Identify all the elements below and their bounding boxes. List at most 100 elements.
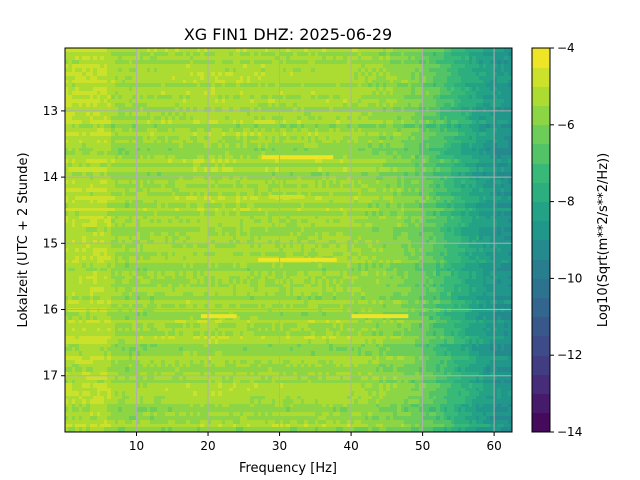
spectrogram-cell xyxy=(444,76,448,81)
spectrogram-cell xyxy=(508,184,512,188)
spectrogram-cell xyxy=(265,91,269,96)
spectrogram-cell xyxy=(315,72,319,77)
spectrogram-cell xyxy=(265,48,269,53)
spectrogram-cell xyxy=(72,95,76,100)
spectrogram-cell xyxy=(293,64,298,69)
spectrogram-cell xyxy=(247,87,251,92)
spectrogram-cell xyxy=(426,68,430,73)
spectrogram-cell xyxy=(154,99,158,104)
spectrogram-cell xyxy=(372,99,377,104)
spectrogram-cell xyxy=(250,103,255,108)
spectrogram-cell xyxy=(275,72,280,77)
spectrogram-cell xyxy=(494,52,498,57)
spectrogram-cell xyxy=(297,80,302,85)
spectrogram-cell xyxy=(193,48,198,53)
spectrogram-cell xyxy=(301,103,305,108)
spectrogram-cell xyxy=(444,80,448,85)
spectrogram-cell xyxy=(75,103,80,108)
spectrogram-cell xyxy=(358,72,362,77)
spectrogram-cell xyxy=(286,99,291,104)
spectrogram-cell xyxy=(125,64,130,69)
spectrogram-cell xyxy=(318,48,323,53)
spectrogram-cell xyxy=(401,99,405,104)
spectrogram-cell xyxy=(461,68,466,73)
spectrogram-cell xyxy=(393,99,398,104)
spectrogram-cell xyxy=(250,52,255,57)
spectrogram-cell xyxy=(179,52,184,57)
spectrogram-cell xyxy=(379,91,384,96)
spectrogram-cell xyxy=(93,76,98,81)
spectrogram-cell xyxy=(508,95,512,100)
spectrogram-cell xyxy=(261,68,266,73)
spectrogram-cell xyxy=(358,87,362,92)
spectrogram-cell xyxy=(258,80,262,85)
spectrogram-cell xyxy=(422,64,427,69)
spectrogram-cell xyxy=(458,52,462,57)
spectrogram-cell xyxy=(68,99,73,104)
spectrogram-cell xyxy=(90,87,94,92)
spectrogram-cell xyxy=(351,80,355,85)
spectrogram-cell xyxy=(272,99,276,104)
spectrogram-cell xyxy=(497,68,502,73)
spectrogram-cell xyxy=(132,103,137,108)
spectrogram-cell xyxy=(479,80,484,85)
spectrogram-cell xyxy=(340,56,344,61)
spectrogram-cell xyxy=(440,87,445,92)
spectrogram-cell xyxy=(404,83,409,88)
spectrogram-cell xyxy=(283,91,287,96)
spectrogram-cell xyxy=(279,64,284,69)
spectrogram-cell xyxy=(165,76,169,81)
spectrogram-cell xyxy=(190,95,194,100)
spectrogram-cell xyxy=(429,83,434,88)
spectrogram-cell xyxy=(79,95,83,100)
spectrogram-cell xyxy=(351,60,355,65)
spectrogram-cell xyxy=(65,83,69,88)
spectrogram-cell xyxy=(508,180,512,184)
spectrogram-cell xyxy=(68,72,73,77)
spectrogram-cell xyxy=(279,87,284,92)
spectrogram-cell xyxy=(129,103,133,108)
spectrogram-cell xyxy=(397,83,402,88)
spectrogram-cell xyxy=(86,99,91,104)
spectrogram-cell xyxy=(383,52,387,57)
spectrogram-cell xyxy=(261,87,266,92)
spectrogram-cell xyxy=(315,60,319,65)
spectrogram-cell xyxy=(129,76,133,81)
spectrogram-cell xyxy=(415,91,420,96)
spectrogram-cell xyxy=(136,103,141,108)
spectrogram-cell xyxy=(122,87,126,92)
spectrogram-cell xyxy=(315,99,319,104)
spectrogram-cell xyxy=(379,83,384,88)
spectrogram-cell xyxy=(318,103,323,108)
spectrogram-cell xyxy=(100,91,105,96)
spectrogram-cell xyxy=(315,91,319,96)
spectrogram-cell xyxy=(469,95,473,100)
spectrogram-cell xyxy=(250,68,255,73)
spectrogram-cell xyxy=(279,95,284,100)
spectrogram-cell xyxy=(157,60,162,65)
spectrogram-cell xyxy=(361,87,366,92)
spectrogram-cell xyxy=(104,52,108,57)
spectrogram-cell xyxy=(354,87,359,92)
spectrogram-cell xyxy=(168,83,173,88)
spectrogram-cell xyxy=(247,103,251,108)
spectrogram-cell xyxy=(365,72,369,77)
spectrogram-cell xyxy=(283,76,287,81)
spectrogram-cell xyxy=(476,52,480,57)
spectrogram-cell xyxy=(132,68,137,73)
spectrogram-cell xyxy=(401,87,405,92)
spectrogram-cell xyxy=(168,56,173,61)
spectrogram-cell xyxy=(197,87,201,92)
spectrogram-cell xyxy=(419,80,423,85)
spectrogram-cell xyxy=(215,103,219,108)
spectrogram-cell xyxy=(107,95,112,100)
spectrogram-cell xyxy=(272,56,276,61)
spectrogram-cell xyxy=(290,83,294,88)
spectrogram-cell xyxy=(308,91,312,96)
spectrogram-cell xyxy=(275,68,280,73)
spectrogram-cell xyxy=(404,80,409,85)
spectrogram-cell xyxy=(143,56,148,61)
spectrogram-cell xyxy=(486,68,491,73)
spectrogram-cell xyxy=(100,80,105,85)
spectrogram-cell xyxy=(193,68,198,73)
